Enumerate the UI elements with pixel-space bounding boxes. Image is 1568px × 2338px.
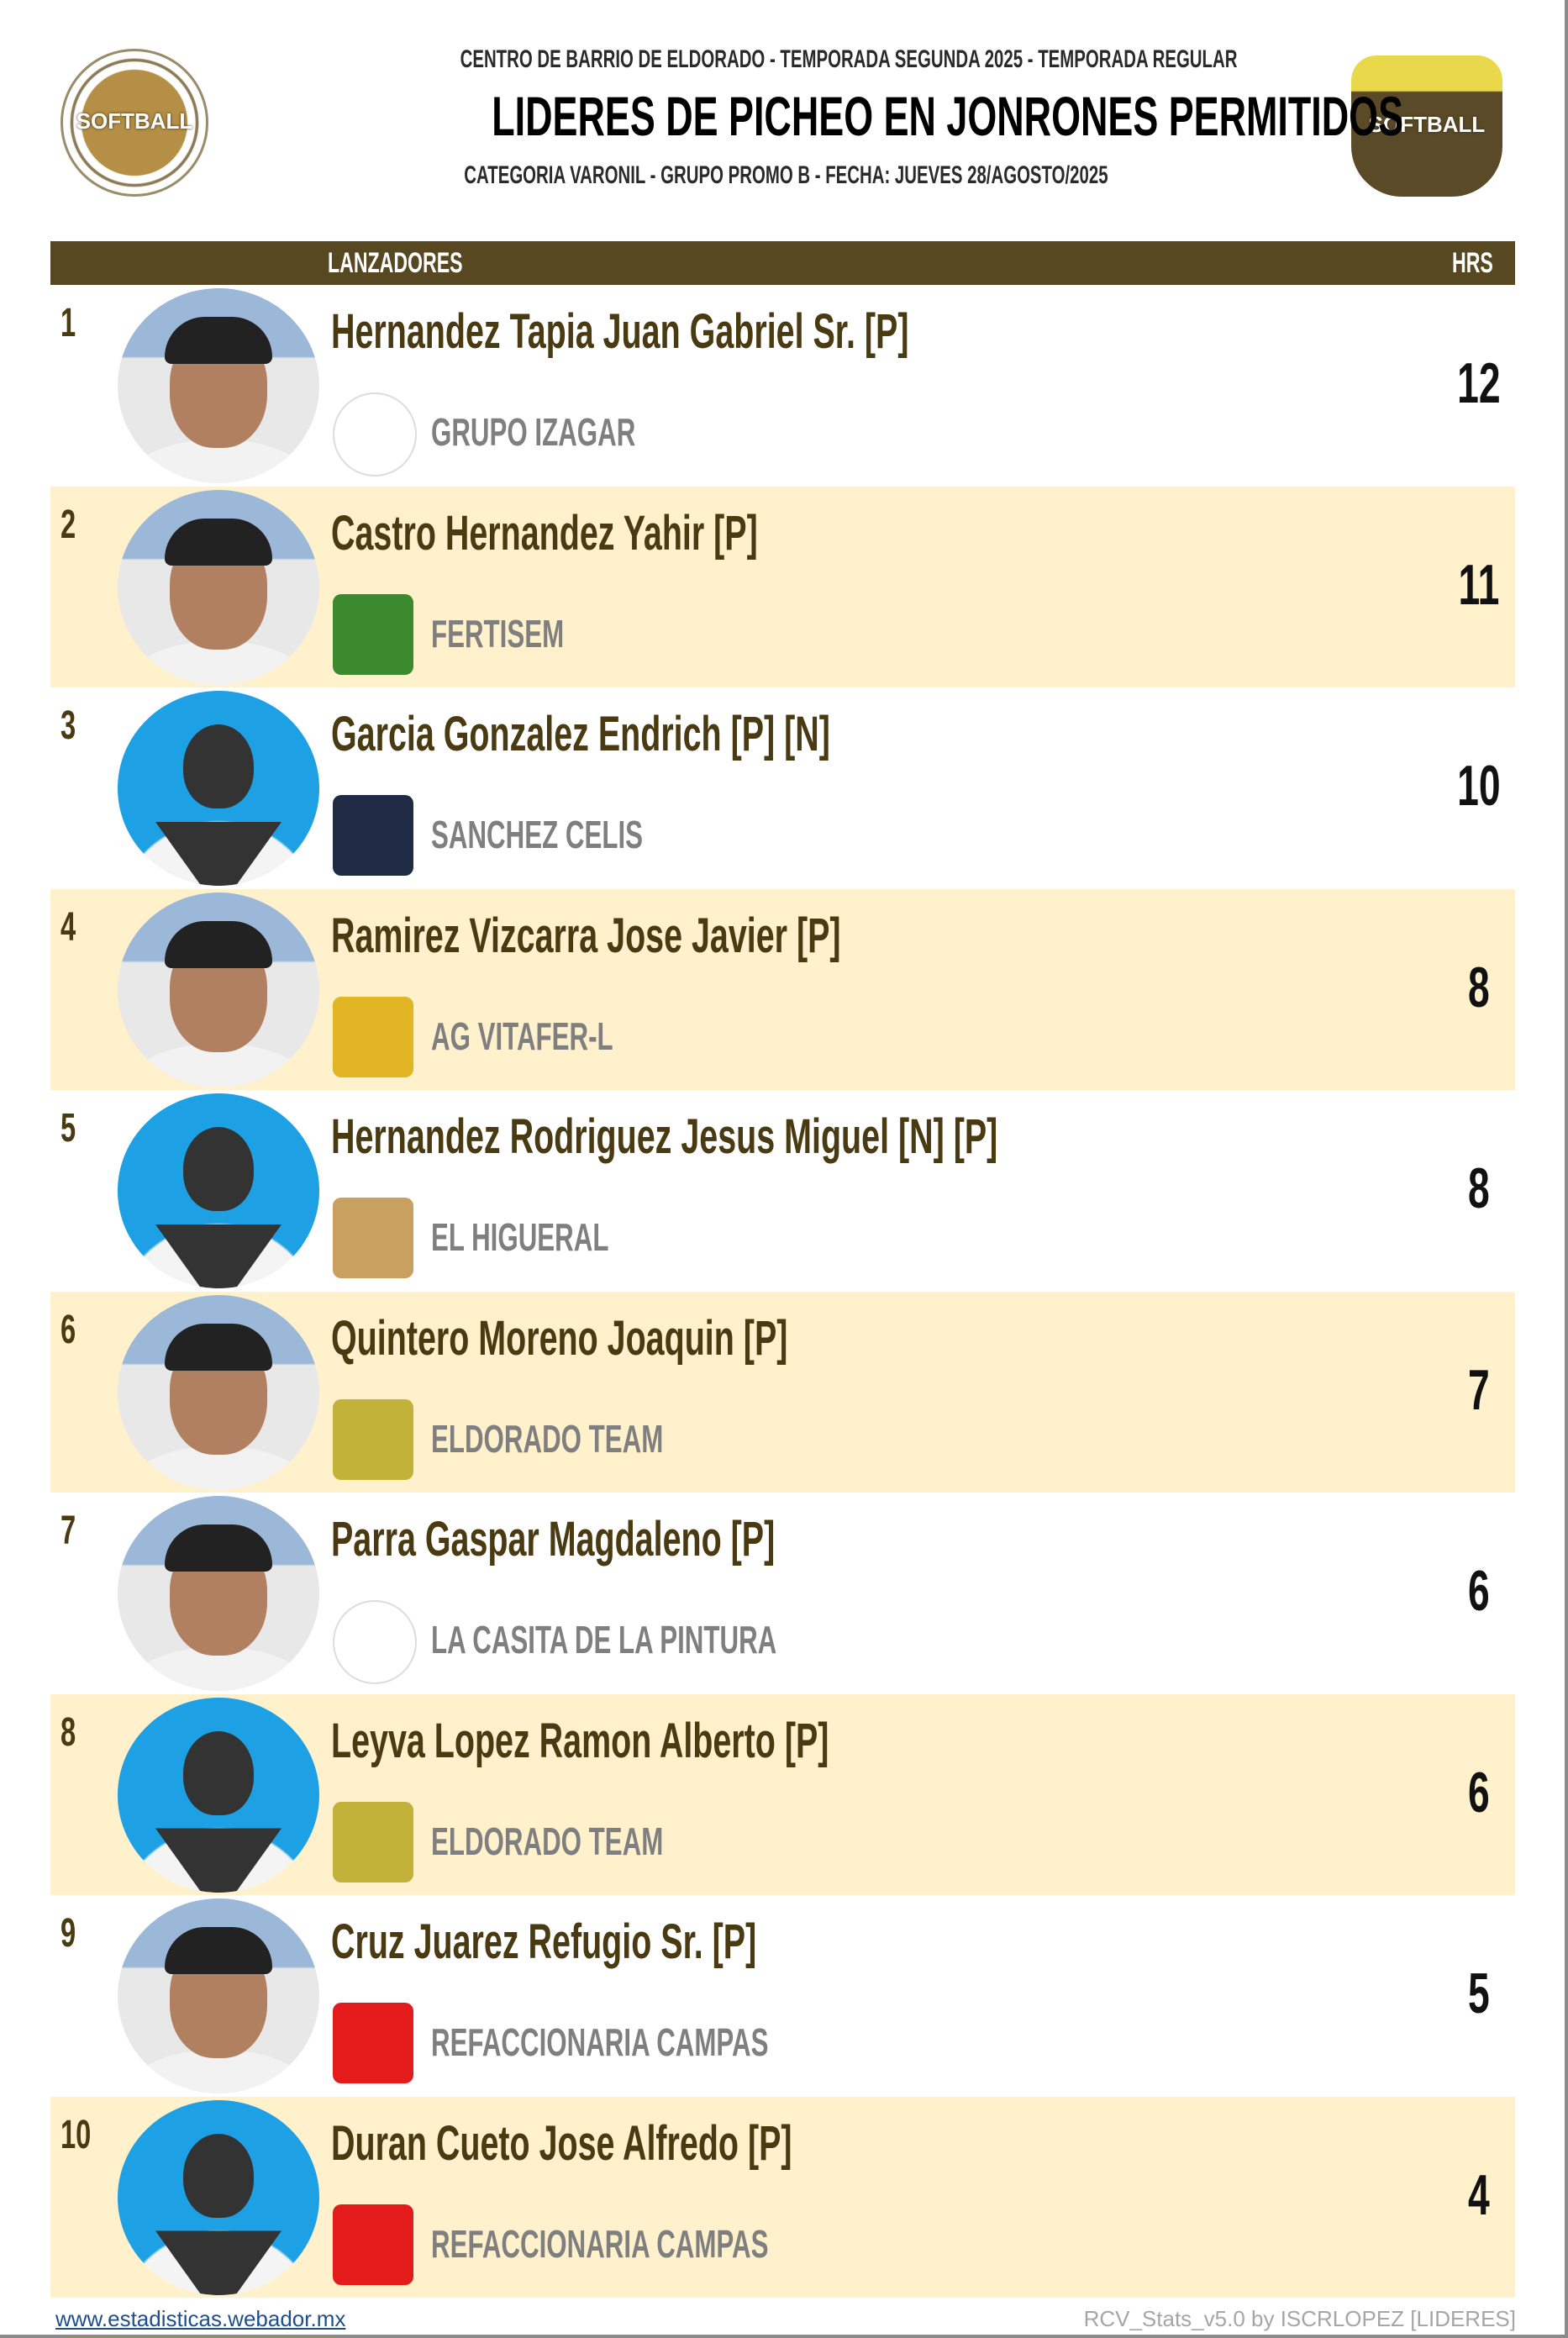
hrs-value: 5	[1468, 1961, 1490, 2025]
table-header: LANZADORES HRS	[50, 241, 1515, 285]
rank: 6	[61, 1307, 76, 1352]
hrs-value: 6	[1468, 1559, 1490, 1623]
team-name: REFACCIONARIA CAMPAS	[431, 2020, 769, 2064]
avatar-placeholder	[118, 691, 319, 886]
team-logo	[333, 392, 417, 477]
team-name: ELDORADO TEAM	[431, 1819, 664, 1863]
team-logo	[333, 1801, 413, 1883]
table-row: 9 Cruz Juarez Refugio Sr. [P] REFACCIONARI…	[50, 1895, 1515, 2097]
rank: 7	[61, 1509, 76, 1553]
team-logo	[333, 2204, 413, 2285]
table-row: 1 Hernandez Tapia Juan Gabriel Sr. [P] GRU…	[50, 285, 1515, 487]
team-logo	[333, 1600, 417, 1684]
team-logo	[333, 2003, 413, 2083]
player-name[interactable]: Ramirez Vizcarra Jose Javier [P]	[331, 908, 841, 963]
page-title: LIDERES DE PICHEO EN JONRONES PERMITIDOS	[492, 85, 1404, 147]
rank: 8	[61, 1709, 76, 1755]
avatar-placeholder	[118, 1093, 319, 1288]
team-logo	[333, 1198, 413, 1278]
border	[1565, 0, 1568, 2338]
player-name[interactable]: Quintero Moreno Joaquin [P]	[331, 1310, 788, 1366]
player-name[interactable]: Hernandez Rodriguez Jesus Miguel [N] [P]	[331, 1109, 998, 1164]
rank: 9	[61, 1911, 76, 1956]
rank: 4	[61, 904, 76, 950]
table-row: 10 Duran Cueto Jose Alfredo [P] REFACCIONA…	[50, 2096, 1515, 2298]
hrs-value: 10	[1457, 754, 1501, 818]
player-name[interactable]: Hernandez Tapia Juan Gabriel Sr. [P]	[331, 304, 909, 359]
team-name: LA CASITA DE LA PINTURA	[431, 1618, 777, 1661]
table-row: 2 Castro Hernandez Yahir [P] FERTISEM 11	[50, 486, 1515, 687]
avatar	[118, 892, 319, 1087]
hrs-value: 8	[1468, 1156, 1490, 1220]
hrs-value: 4	[1468, 2162, 1490, 2227]
avatar-placeholder	[118, 1697, 319, 1893]
team-name: FERTISEM	[431, 611, 565, 656]
website-link[interactable]: www.estadisticas.webador.mx	[55, 2306, 346, 2331]
player-name[interactable]: Leyva Lopez Ramon Alberto [P]	[331, 1713, 829, 1768]
leaders-table: 1 Hernandez Tapia Juan Gabriel Sr. [P] GRU…	[50, 285, 1515, 2298]
team-name: EL HIGUERAL	[431, 1215, 609, 1259]
hrs-value: 7	[1468, 1357, 1490, 1422]
rank: 2	[61, 502, 76, 547]
rank: 1	[61, 301, 76, 345]
hrs-value: 12	[1457, 351, 1501, 415]
table-row: 4 Ramirez Vizcarra Jose Javier [P] AG VITA…	[50, 888, 1515, 1090]
team-name: SANCHEZ CELIS	[431, 813, 644, 856]
table-row: 6 Quintero Moreno Joaquin [P] ELDORADO TEA…	[50, 1291, 1515, 1493]
avatar	[118, 489, 319, 685]
avatar	[118, 1898, 319, 2093]
team-logo	[333, 593, 413, 675]
team-name: REFACCIONARIA CAMPAS	[431, 2221, 769, 2266]
column-header-players: LANZADORES	[328, 247, 463, 279]
avatar-placeholder	[118, 2099, 319, 2295]
column-header-hrs: HRS	[1452, 247, 1493, 279]
player-name[interactable]: Duran Cueto Jose Alfredo [P]	[331, 2115, 792, 2171]
credit-text: RCV_Stats_v5.0 by ISCRLOPEZ [LIDERES]	[1083, 2306, 1516, 2331]
player-name[interactable]: Castro Hernandez Yahir [P]	[331, 505, 758, 561]
table-row: 5 Hernandez Rodriguez Jesus Miguel [N] [P…	[50, 1090, 1515, 1292]
hrs-value: 11	[1458, 552, 1500, 617]
table-row: 3 Garcia Gonzalez Endrich [P] [N] SANCHEZ …	[50, 687, 1515, 889]
avatar	[118, 288, 319, 483]
team-name: AG VITAFER-L	[431, 1014, 613, 1058]
team-name: GRUPO IZAGAR	[431, 410, 636, 454]
border	[0, 2335, 1568, 2338]
league-logo-right: SOFTBALL	[1351, 55, 1502, 197]
rank: 5	[61, 1106, 76, 1151]
table-row: 8 Leyva Lopez Ramon Alberto [P] ELDORADO T…	[50, 1693, 1515, 1895]
avatar	[118, 1496, 319, 1691]
player-name[interactable]: Garcia Gonzalez Endrich [P] [N]	[331, 707, 830, 761]
rank: 10	[61, 2112, 92, 2157]
table-row: 7 Parra Gaspar Magdaleno [P] LA CASITA DE …	[50, 1493, 1515, 1694]
player-name[interactable]: Parra Gaspar Magdaleno [P]	[331, 1512, 776, 1567]
league-line: CENTRO DE BARRIO DE ELDORADO - TEMPORADA…	[460, 45, 1238, 73]
hrs-value: 8	[1468, 955, 1490, 1019]
avatar	[118, 1294, 319, 1490]
hrs-value: 6	[1468, 1760, 1490, 1825]
league-logo-left: SOFTBALL	[61, 49, 208, 197]
player-name[interactable]: Cruz Juarez Refugio Sr. [P]	[331, 1914, 757, 1969]
team-logo	[333, 1398, 413, 1480]
team-logo	[333, 996, 413, 1077]
rank: 3	[61, 703, 76, 748]
page-subtitle: CATEGORIA VARONIL - GRUPO PROMO B - FECH…	[463, 161, 1108, 189]
team-logo	[333, 795, 413, 876]
team-name: ELDORADO TEAM	[431, 1416, 664, 1461]
